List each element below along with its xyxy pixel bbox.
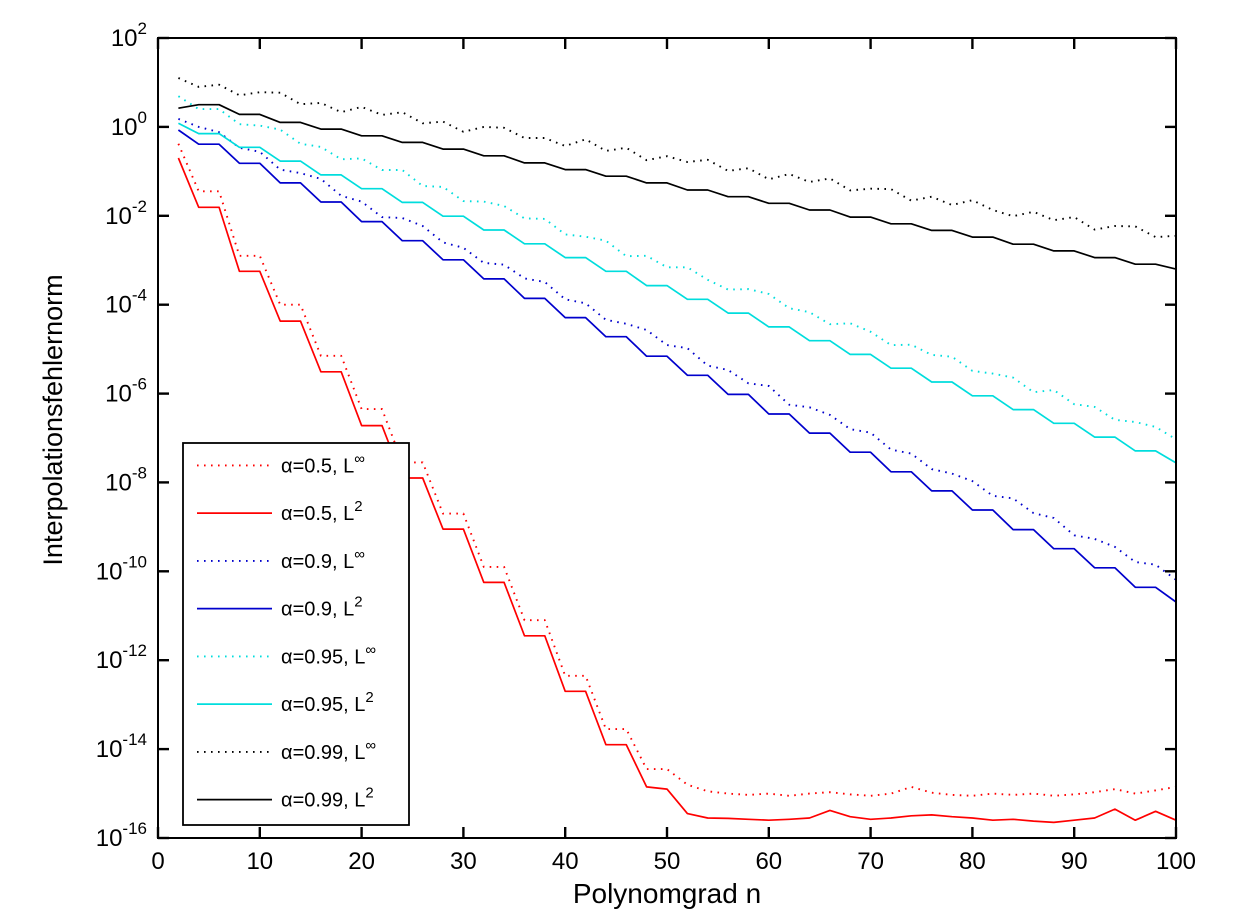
x-tick-label: 50 bbox=[654, 848, 681, 875]
legend-label-a05-l2: α=0.5, L2 bbox=[281, 498, 363, 525]
legend-label-a09-linf: α=0.9, L∞ bbox=[281, 546, 365, 573]
series-a05-linf-line bbox=[177, 143, 1177, 797]
y-tick-labels: 102 100 10-2 10-4 10-6 10-8 10-10 10-12 10-14 10-… bbox=[96, 19, 147, 852]
x-tick-label: 70 bbox=[857, 848, 884, 875]
series-a095-linf-line bbox=[177, 95, 1177, 441]
legend-label-a099-l2: α=0.99, L2 bbox=[281, 785, 374, 812]
series-a09-linf-line bbox=[178, 118, 1177, 581]
y-axis-label: Interpolationsfehlernorm bbox=[38, 274, 68, 565]
y-tick-label: 10-2 bbox=[105, 197, 147, 230]
y-tick-label: 100 bbox=[111, 108, 147, 141]
y-tick-label: 10-6 bbox=[105, 375, 147, 408]
legend: α=0.5, L∞ α=0.5, L2 α=0.9, L∞ α=0.9, L2 α=0.… bbox=[182, 442, 410, 826]
legend-label-a099-linf: α=0.99, L∞ bbox=[281, 737, 376, 764]
y-tick-label: 10-8 bbox=[105, 463, 147, 496]
x-tick-label: 90 bbox=[1061, 848, 1088, 875]
x-tick-label: 20 bbox=[348, 848, 375, 875]
y-tick-label: 10-10 bbox=[96, 552, 147, 585]
x-tick-label: 10 bbox=[246, 848, 273, 875]
x-tick-label: 40 bbox=[552, 848, 579, 875]
series-a09-l2-line bbox=[177, 129, 1177, 603]
x-tick-label: 100 bbox=[1156, 848, 1196, 875]
series-a099-linf-line bbox=[178, 77, 1177, 239]
y-tick-label: 10-12 bbox=[96, 641, 147, 674]
y-tick-label: 10-14 bbox=[96, 730, 147, 763]
series-a095-l2-line bbox=[178, 122, 1177, 464]
axis-ticks bbox=[156, 36, 1178, 840]
x-tick-label: 30 bbox=[450, 848, 477, 875]
x-axis-label: Polynomgrad n bbox=[573, 878, 761, 909]
y-tick-label: 102 bbox=[111, 19, 147, 52]
x-tick-labels: 0 10 20 30 40 50 60 70 80 90 100 bbox=[151, 848, 1196, 875]
series-lines bbox=[177, 77, 1177, 824]
legend-label-a05-linf: α=0.5, L∞ bbox=[281, 450, 365, 477]
y-tick-label: 10-16 bbox=[96, 819, 147, 852]
legend-box bbox=[182, 442, 410, 826]
legend-label-a09-l2: α=0.9, L2 bbox=[281, 594, 363, 621]
legend-label-a095-linf: α=0.95, L∞ bbox=[281, 641, 376, 668]
x-tick-label: 0 bbox=[151, 848, 164, 875]
legend-label-a095-l2: α=0.95, L2 bbox=[281, 689, 374, 716]
x-tick-label: 80 bbox=[959, 848, 986, 875]
series-a05-l2-line bbox=[177, 157, 1177, 824]
x-tick-label: 60 bbox=[755, 848, 782, 875]
series-a099-l2-line bbox=[178, 103, 1177, 270]
y-tick-label: 10-4 bbox=[105, 286, 147, 319]
